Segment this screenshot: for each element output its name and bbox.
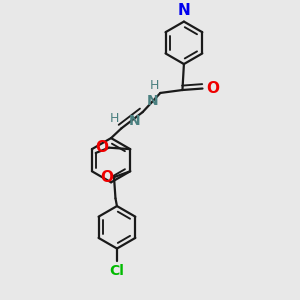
Text: N: N <box>147 94 159 108</box>
Text: O: O <box>95 140 108 155</box>
Text: N: N <box>178 3 190 18</box>
Text: N: N <box>129 115 140 128</box>
Text: H: H <box>110 112 119 125</box>
Text: O: O <box>100 170 113 185</box>
Text: H: H <box>149 79 159 92</box>
Text: Cl: Cl <box>110 264 124 278</box>
Text: O: O <box>206 81 219 96</box>
